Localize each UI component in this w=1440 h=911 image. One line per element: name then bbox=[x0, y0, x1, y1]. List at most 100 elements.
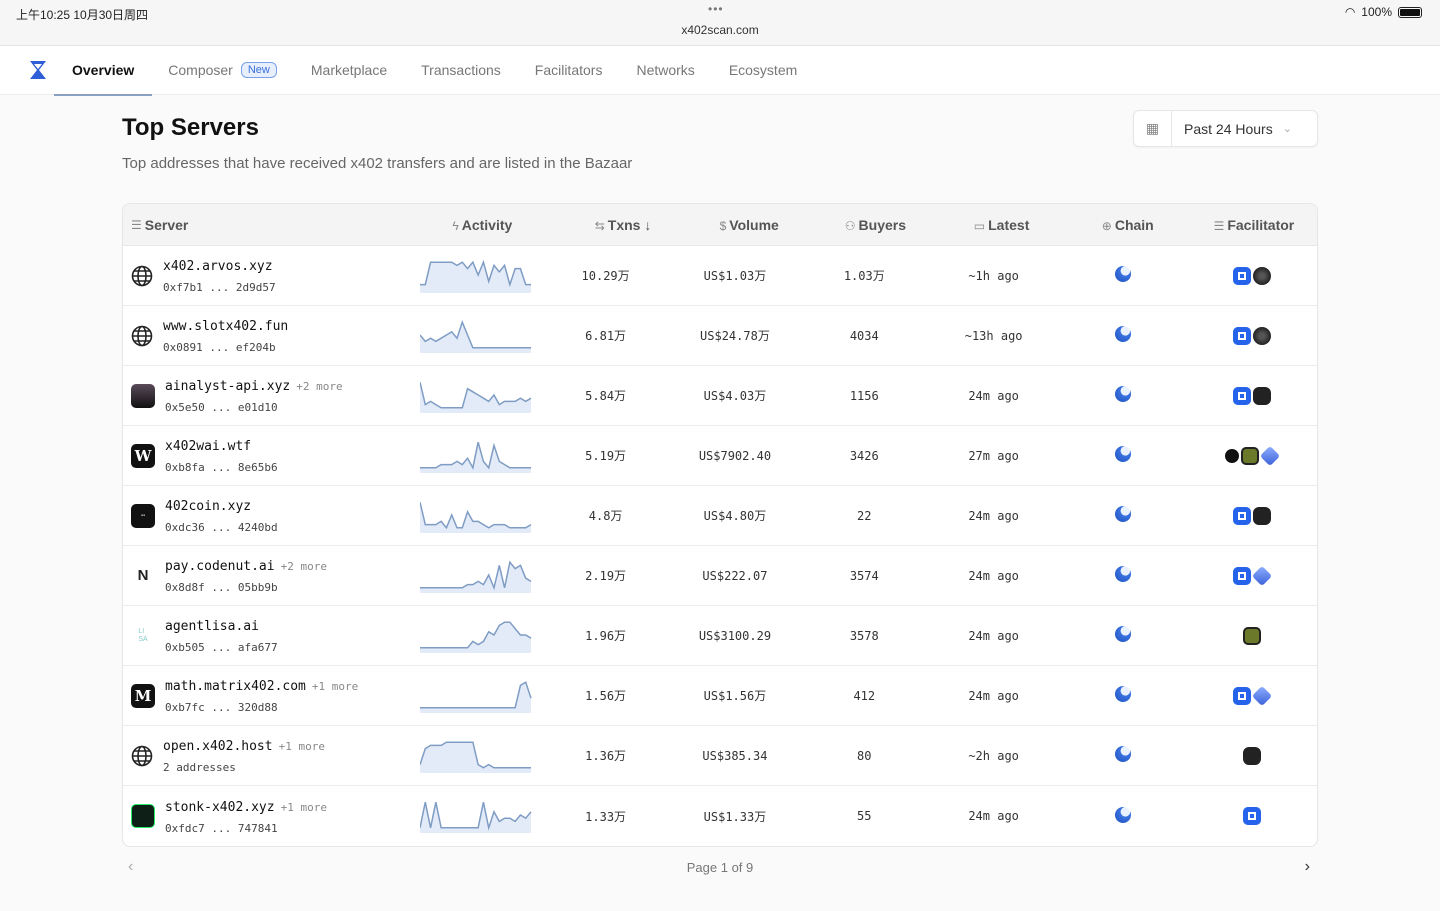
base-chain-icon[interactable] bbox=[1114, 446, 1131, 462]
server-name[interactable]: www.slotx402.fun bbox=[163, 319, 289, 334]
server-address[interactable]: 0xb7fc ... 320d88 bbox=[165, 701, 278, 714]
more-badge[interactable]: +1 more bbox=[280, 800, 327, 814]
status-time: 上午10:25 10月30日周四 bbox=[16, 8, 149, 22]
txns-value: 2.19万 bbox=[585, 569, 627, 583]
table-row[interactable]: ainalyst-api.xyz +2 more 0x5e50 ... e01d1… bbox=[123, 366, 1317, 426]
nav-ecosystem[interactable]: Ecosystem bbox=[728, 62, 798, 78]
col-chain: ⊕ Chain bbox=[1101, 216, 1154, 233]
facilitator-blue-icon[interactable] bbox=[1233, 386, 1252, 405]
col-txns[interactable]: ⇆ Txns ↓ bbox=[594, 216, 652, 233]
facilitator-blue-icon[interactable] bbox=[1243, 807, 1262, 825]
chain-cell bbox=[1058, 566, 1187, 585]
facilitator-blue-icon[interactable] bbox=[1233, 566, 1252, 585]
table-row[interactable]: stonk-x402.xyz +1 more 0xfdc7 ... 747841 … bbox=[123, 786, 1317, 846]
chain-cell bbox=[1058, 266, 1187, 285]
server-icon: ☰ bbox=[1213, 218, 1225, 233]
server-address[interactable]: 0x8d8f ... 05bb9b bbox=[165, 581, 278, 594]
more-badge[interactable]: +1 more bbox=[278, 740, 325, 753]
table-row[interactable]: M math.matrix402.com +1 more 0xb7fc ... 3… bbox=[123, 666, 1317, 726]
logo-icon[interactable] bbox=[30, 61, 46, 79]
latest-value: 24m ago bbox=[968, 809, 1019, 823]
facilitator-blue-icon[interactable] bbox=[1233, 506, 1252, 525]
server-name[interactable]: math.matrix402.com bbox=[165, 679, 306, 694]
txns-value: 6.81万 bbox=[585, 329, 627, 343]
server-address[interactable]: 2 addresses bbox=[163, 761, 236, 774]
nav-overview[interactable]: Overview bbox=[53, 46, 153, 96]
facilitator-dark-icon[interactable] bbox=[1253, 266, 1272, 285]
server-address[interactable]: 0xb505 ... afa677 bbox=[165, 641, 278, 654]
server-address[interactable]: 0xf7b1 ... 2d9d57 bbox=[163, 281, 276, 294]
facilitator-pill-icon[interactable] bbox=[1253, 386, 1272, 405]
base-chain-icon[interactable] bbox=[1114, 326, 1131, 342]
table-row[interactable]: open.x402.host +1 more 2 addresses 1.36万 … bbox=[123, 726, 1317, 786]
sparkline-line bbox=[420, 319, 532, 349]
facilitator-dark-icon[interactable] bbox=[1253, 326, 1272, 345]
facilitator-olive-icon[interactable] bbox=[1241, 446, 1260, 465]
facilitator-pill-icon[interactable] bbox=[1253, 506, 1272, 525]
server-name[interactable]: agentlisa.ai bbox=[165, 619, 259, 634]
server-name[interactable]: pay.codenut.ai bbox=[165, 559, 275, 574]
facilitator-blue-icon[interactable] bbox=[1233, 326, 1252, 345]
nav-transactions[interactable]: Transactions bbox=[421, 62, 501, 78]
facilitator-olive-icon[interactable] bbox=[1243, 626, 1262, 645]
txns-value: 5.84万 bbox=[585, 389, 627, 403]
prev-page-button[interactable]: ‹ bbox=[128, 858, 134, 875]
more-badge[interactable]: +2 more bbox=[296, 380, 343, 393]
facilitator-cube-icon[interactable] bbox=[1260, 445, 1281, 466]
browser-menu-dots[interactable]: ••• bbox=[708, 2, 724, 16]
table-row[interactable]: www.slotx402.fun 0x0891 ... ef204b 6.81万… bbox=[123, 306, 1317, 366]
table-row[interactable]: W x402wai.wtf 0xb8fa ... 8e65b6 5.19万 US… bbox=[123, 426, 1317, 486]
server-address[interactable]: 0xdc36 ... 4240bd bbox=[165, 521, 278, 534]
latest-value: 24m ago bbox=[968, 388, 1019, 403]
facilitator-blue-icon[interactable] bbox=[1233, 266, 1252, 285]
server-name[interactable]: x402wai.wtf bbox=[165, 439, 252, 454]
next-page-button[interactable]: › bbox=[1304, 858, 1310, 875]
base-chain-icon[interactable] bbox=[1114, 686, 1131, 702]
col-buyers[interactable]: ⚇ Buyers bbox=[844, 216, 907, 233]
time-range-select[interactable]: ▦ Past 24 Hours ⌄ bbox=[1133, 110, 1318, 147]
server-name[interactable]: 402coin.xyz bbox=[165, 499, 252, 514]
table-row[interactable]: x402.arvos.xyz 0xf7b1 ... 2d9d57 10.29万 … bbox=[123, 246, 1317, 306]
col-server[interactable]: ☰ Server bbox=[131, 216, 189, 233]
col-latest[interactable]: ▭ Latest bbox=[973, 216, 1030, 233]
more-badge[interactable]: +2 more bbox=[280, 560, 327, 573]
more-badge[interactable]: +1 more bbox=[311, 680, 359, 693]
nav-marketplace[interactable]: Marketplace bbox=[310, 62, 388, 78]
address-bar-url[interactable]: x402scan.com bbox=[681, 23, 759, 37]
facilitator-cell bbox=[1188, 506, 1317, 525]
server-name[interactable]: ainalyst-api.xyz bbox=[165, 379, 291, 394]
base-chain-icon[interactable] bbox=[1114, 506, 1131, 522]
nav-facilitators[interactable]: Facilitators bbox=[534, 62, 603, 78]
base-chain-icon[interactable] bbox=[1114, 626, 1131, 642]
facilitator-pill-icon[interactable] bbox=[1243, 746, 1262, 765]
buyers-value: 3578 bbox=[849, 628, 879, 643]
base-chain-icon[interactable] bbox=[1114, 746, 1131, 762]
facilitator-cell bbox=[1188, 565, 1317, 586]
buyers-value: 3426 bbox=[849, 448, 879, 463]
nav-networks[interactable]: Networks bbox=[636, 62, 695, 78]
server-address[interactable]: 0xb8fa ... 8e65b6 bbox=[165, 461, 278, 474]
table-row[interactable]: N pay.codenut.ai +2 more 0x8d8f ... 05bb9… bbox=[123, 546, 1317, 606]
table-row[interactable]: ▪▪ 402coin.xyz 0xdc36 ... 4240bd 4.8万 US… bbox=[123, 486, 1317, 546]
latest-value: 24m ago bbox=[968, 568, 1019, 583]
table-row[interactable]: LI SA agentlisa.ai 0xb505 ... afa677 1.96… bbox=[123, 606, 1317, 666]
base-chain-icon[interactable] bbox=[1114, 566, 1131, 582]
server-name[interactable]: x402.arvos.xyz bbox=[163, 259, 273, 274]
server-name[interactable]: open.x402.host bbox=[163, 739, 273, 754]
chain-cell bbox=[1058, 506, 1187, 525]
base-chain-icon[interactable] bbox=[1114, 806, 1131, 823]
facilitator-blue-icon[interactable] bbox=[1233, 686, 1252, 705]
server-icon: ☰ bbox=[131, 217, 142, 232]
facilitator-black-icon[interactable] bbox=[1225, 448, 1240, 463]
facilitator-cube-icon[interactable] bbox=[1252, 685, 1273, 706]
base-chain-icon[interactable] bbox=[1114, 266, 1131, 282]
nav-composer[interactable]: Composer New bbox=[168, 46, 277, 95]
server-name[interactable]: stonk-x402.xyz bbox=[165, 799, 275, 815]
server-address[interactable]: 0xfdc7 ... 747841 bbox=[165, 821, 278, 835]
server-address[interactable]: 0x0891 ... ef204b bbox=[163, 341, 276, 354]
server-address[interactable]: 0x5e50 ... e01d10 bbox=[165, 401, 278, 414]
facilitator-cell bbox=[1188, 626, 1317, 645]
col-volume[interactable]: $ Volume bbox=[719, 216, 779, 233]
base-chain-icon[interactable] bbox=[1114, 386, 1131, 402]
facilitator-cube-icon[interactable] bbox=[1252, 565, 1273, 586]
